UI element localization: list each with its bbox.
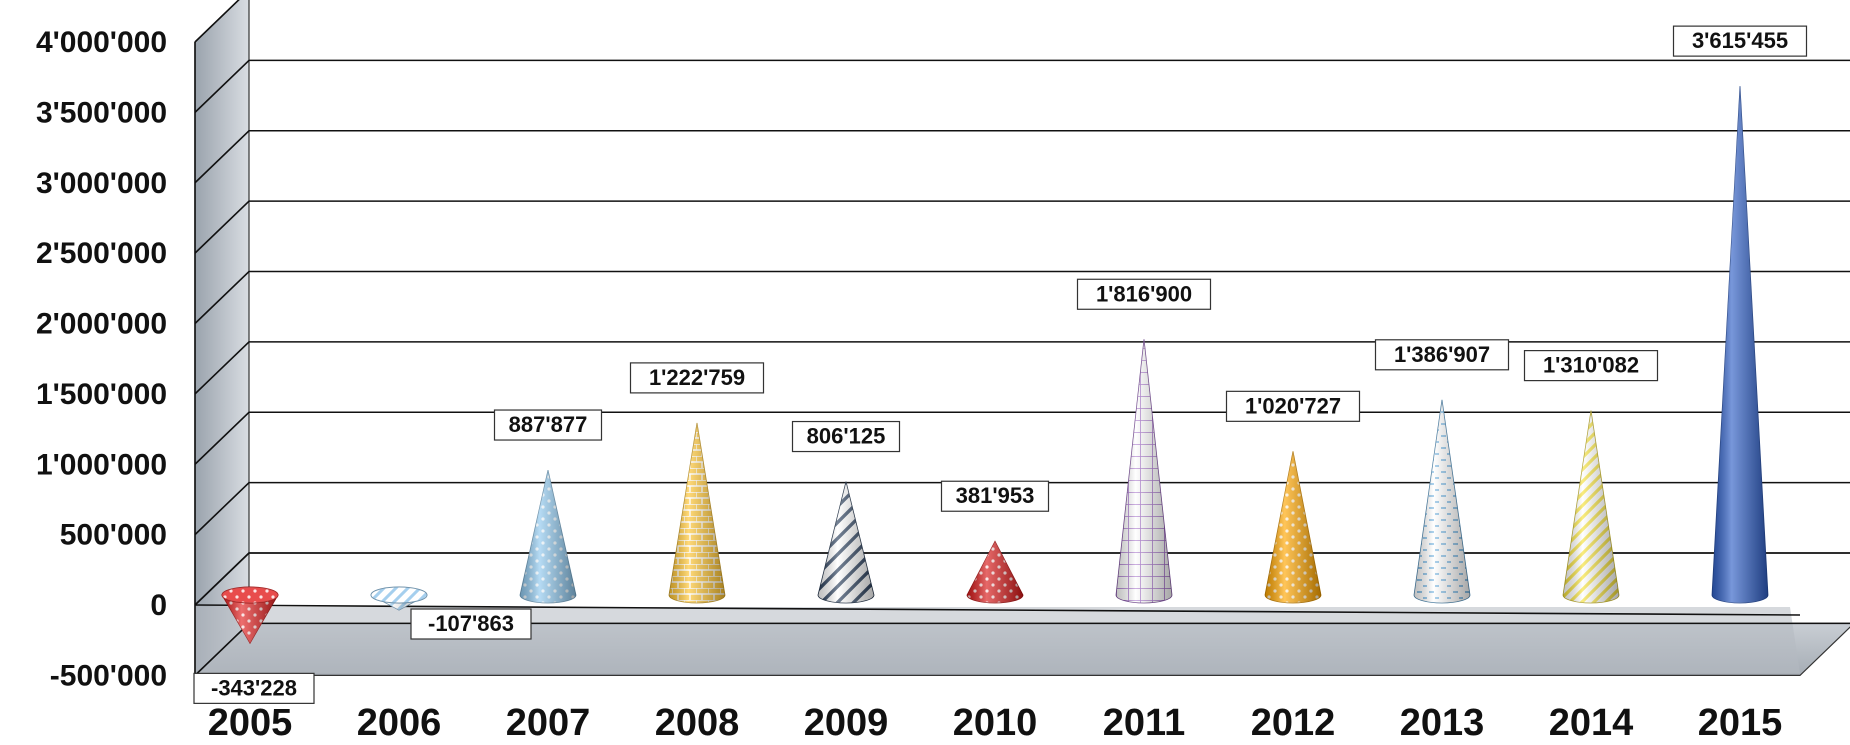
gridline bbox=[194, 552, 1850, 606]
gridline bbox=[194, 481, 1850, 536]
x-tick-label: 2009 bbox=[804, 702, 889, 744]
x-tick-label: 2012 bbox=[1251, 702, 1336, 744]
y-tick-label: 2'000'000 bbox=[36, 308, 167, 341]
x-tick-label: 2007 bbox=[506, 702, 591, 744]
x-tick-label: 2011 bbox=[1103, 702, 1185, 744]
x-tick-label: 2014 bbox=[1549, 702, 1634, 744]
gridline bbox=[194, 270, 1850, 325]
cone-2007 bbox=[519, 469, 577, 604]
data-label-2012: 1'020'727 bbox=[1225, 390, 1361, 422]
x-tick-label: 2015 bbox=[1698, 702, 1783, 744]
data-label-text: 806'125 bbox=[807, 424, 886, 449]
data-labels: -343'228 -107'863 887'877 1'222'759 806'125 3… bbox=[193, 25, 1808, 704]
gridline bbox=[194, 0, 240, 43]
cone-2013 bbox=[1413, 399, 1471, 604]
cone-2005 bbox=[221, 586, 279, 645]
cone-2014 bbox=[1562, 410, 1620, 604]
gridline bbox=[194, 200, 1850, 254]
data-label-text: 3'615'455 bbox=[1692, 28, 1788, 53]
data-label-2005: -343'228 bbox=[193, 672, 315, 704]
data-label-2015: 3'615'455 bbox=[1672, 25, 1808, 57]
data-label-text: 1'386'907 bbox=[1394, 342, 1490, 367]
zero-baseline bbox=[194, 604, 1801, 616]
gridline bbox=[194, 341, 1850, 395]
data-label-text: 1'020'727 bbox=[1245, 393, 1341, 418]
data-label-2010: 381'953 bbox=[940, 480, 1050, 512]
data-label-text: -107'863 bbox=[428, 611, 514, 636]
data-label-2011: 1'816'900 bbox=[1076, 278, 1212, 310]
x-tick-label: 2013 bbox=[1400, 702, 1485, 744]
gridlines bbox=[194, 0, 1850, 676]
data-label-2006: -107'863 bbox=[410, 608, 532, 640]
cone-2012 bbox=[1264, 451, 1322, 604]
x-tick-label: 2006 bbox=[357, 702, 442, 744]
y-tick-label: -500'000 bbox=[50, 659, 167, 692]
left-wall bbox=[194, 0, 250, 677]
x-tick-label: 2008 bbox=[655, 702, 740, 744]
data-label-text: 381'953 bbox=[956, 483, 1035, 508]
data-label-text: 1'222'759 bbox=[649, 365, 745, 390]
cones bbox=[221, 86, 1769, 645]
x-axis-tick-labels: 2005 2006 2007 2008 2009 2010 2011 2012 2013 2014… bbox=[208, 702, 1783, 744]
y-tick-label: 2'500'000 bbox=[36, 237, 167, 270]
gridline bbox=[194, 129, 1850, 184]
cone-2009 bbox=[817, 481, 875, 604]
data-label-2007: 887'877 bbox=[493, 409, 603, 441]
x-tick-label: 2005 bbox=[208, 702, 293, 744]
y-axis-tick-labels: -500'000 0 500'000 1'000'000 1'500'000 2'000'… bbox=[36, 26, 167, 692]
cone-2011 bbox=[1115, 339, 1173, 604]
cone-2010 bbox=[966, 540, 1024, 604]
data-label-text: 887'877 bbox=[509, 412, 588, 437]
data-label-text: -343'228 bbox=[211, 675, 297, 700]
gridline bbox=[194, 59, 1850, 113]
y-tick-label: 500'000 bbox=[60, 519, 167, 552]
y-tick-label: 1'000'000 bbox=[36, 448, 167, 481]
y-tick-label: 0 bbox=[150, 589, 167, 622]
y-tick-label: 1'500'000 bbox=[36, 378, 167, 411]
data-label-2009: 806'125 bbox=[791, 420, 901, 453]
cone-2006 bbox=[370, 586, 428, 611]
cone-2015 bbox=[1711, 86, 1769, 604]
data-label-text: 1'816'900 bbox=[1096, 281, 1192, 306]
cone-2008 bbox=[668, 422, 726, 604]
chart-walls bbox=[193, 0, 1850, 677]
y-tick-label: 4'000'000 bbox=[36, 26, 167, 59]
y-tick-label: 3'500'000 bbox=[36, 96, 167, 129]
y-tick-label: 3'000'000 bbox=[36, 167, 167, 200]
x-tick-label: 2010 bbox=[953, 702, 1038, 744]
data-label-2008: 1'222'759 bbox=[629, 362, 765, 394]
data-label-text: 1'310'082 bbox=[1543, 353, 1639, 378]
data-label-2014: 1'310'082 bbox=[1523, 350, 1659, 382]
data-label-2013: 1'386'907 bbox=[1374, 339, 1510, 371]
gridline bbox=[194, 411, 1850, 465]
floor-shade bbox=[195, 605, 1800, 674]
